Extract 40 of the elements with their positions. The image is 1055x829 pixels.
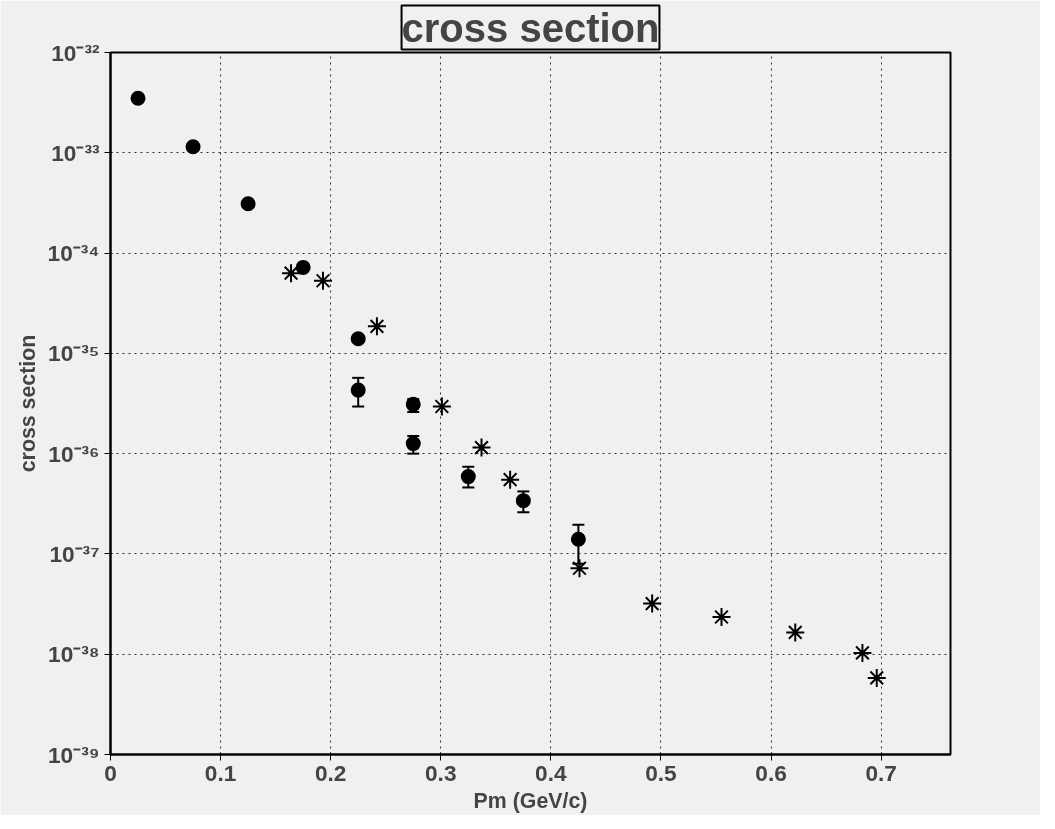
point <box>515 493 531 509</box>
x-tick-label: 0.7 <box>865 759 897 786</box>
chart-title: cross section <box>401 5 660 50</box>
point <box>471 437 492 458</box>
x-tick-label: 0.1 <box>204 759 237 786</box>
point <box>350 331 366 347</box>
x-tick-label: 0 <box>104 759 117 786</box>
x-tick-label: 0.5 <box>645 759 677 786</box>
point <box>711 607 732 627</box>
point <box>281 263 302 284</box>
y-axis-title: cross section <box>15 334 40 473</box>
point <box>295 259 311 275</box>
point <box>460 469 476 485</box>
x-tick-label: 0.4 <box>535 759 568 786</box>
point <box>866 667 887 688</box>
x-tick-label: 0.2 <box>314 759 347 786</box>
y-tick-label: 10⁻³⁹ <box>48 741 100 768</box>
point <box>366 316 387 337</box>
point <box>785 622 806 643</box>
point <box>570 531 586 547</box>
x-tick-label: 0.6 <box>755 759 787 786</box>
y-tick-label: 10⁻³⁶ <box>48 440 100 467</box>
x-tick-label: 0.3 <box>425 759 457 786</box>
point <box>312 270 333 291</box>
y-tick-label: 10⁻³⁴ <box>47 240 100 267</box>
y-tick-label: 10⁻³³ <box>51 139 100 166</box>
y-tick-label: 10⁻³⁷ <box>49 540 100 567</box>
point <box>431 396 452 417</box>
point <box>500 469 521 490</box>
y-tick-label: 10⁻³⁵ <box>48 340 100 367</box>
point <box>130 90 146 106</box>
y-tick-label: 10⁻³² <box>51 39 100 66</box>
point <box>185 139 201 155</box>
point <box>569 558 590 579</box>
point <box>350 382 366 398</box>
point <box>240 196 256 212</box>
point <box>852 642 873 663</box>
point <box>642 593 663 614</box>
x-axis-title: Pm (GeV/c) <box>473 788 588 813</box>
y-tick-label: 10⁻³⁸ <box>48 641 100 668</box>
